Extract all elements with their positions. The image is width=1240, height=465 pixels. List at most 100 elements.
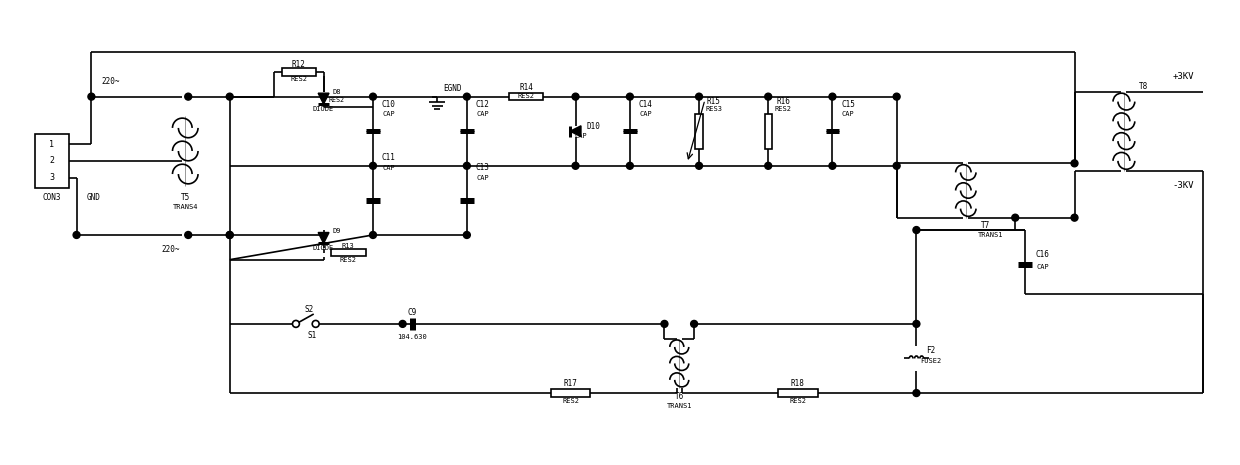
Text: F2: F2 — [926, 346, 936, 355]
Text: RES2: RES2 — [790, 398, 806, 404]
Text: CAP: CAP — [476, 175, 489, 181]
Text: C13: C13 — [476, 163, 490, 173]
Bar — [331, 249, 366, 257]
Text: TRANS1: TRANS1 — [978, 232, 1003, 239]
Text: S2: S2 — [304, 305, 314, 313]
Circle shape — [464, 93, 470, 100]
Text: TRANS1: TRANS1 — [667, 403, 692, 409]
Circle shape — [370, 93, 377, 100]
Text: RES2: RES2 — [290, 76, 308, 82]
Circle shape — [765, 162, 771, 169]
Circle shape — [572, 162, 579, 169]
Text: 220~: 220~ — [161, 246, 180, 254]
Text: 3: 3 — [50, 173, 55, 182]
Circle shape — [830, 93, 836, 100]
Text: CAP: CAP — [842, 112, 854, 118]
Text: R13: R13 — [342, 243, 355, 249]
Text: RES2: RES2 — [329, 97, 345, 103]
Circle shape — [1071, 214, 1078, 221]
Text: TRANS4: TRANS4 — [172, 204, 198, 210]
Text: C9: C9 — [408, 307, 417, 317]
Text: T5: T5 — [181, 193, 190, 202]
Circle shape — [765, 93, 771, 100]
Text: C14: C14 — [639, 100, 652, 109]
Text: -3KV: -3KV — [1173, 181, 1194, 190]
Text: R14: R14 — [520, 83, 533, 92]
Text: CAP: CAP — [640, 112, 652, 118]
Bar — [777, 389, 817, 397]
Bar — [508, 93, 543, 100]
Text: EGND: EGND — [443, 84, 461, 93]
Circle shape — [464, 232, 470, 239]
Text: CAP: CAP — [382, 112, 396, 118]
Circle shape — [1012, 214, 1019, 221]
Circle shape — [226, 232, 233, 239]
Text: C10: C10 — [382, 100, 396, 109]
Circle shape — [913, 226, 920, 233]
Circle shape — [226, 232, 233, 239]
Circle shape — [185, 232, 192, 239]
Text: RES2: RES2 — [517, 93, 534, 99]
Circle shape — [893, 162, 900, 169]
Circle shape — [226, 93, 233, 100]
Circle shape — [696, 93, 703, 100]
Circle shape — [913, 320, 920, 327]
Text: T8: T8 — [1140, 82, 1148, 91]
Circle shape — [691, 320, 698, 327]
Circle shape — [696, 162, 703, 169]
Polygon shape — [570, 126, 582, 137]
Text: CAP: CAP — [476, 112, 489, 118]
Circle shape — [913, 390, 920, 397]
Text: S1: S1 — [308, 331, 316, 340]
Text: D9: D9 — [332, 228, 341, 234]
Text: T6: T6 — [675, 392, 684, 400]
Circle shape — [370, 162, 377, 169]
Text: R16: R16 — [776, 97, 790, 106]
Text: DIODE: DIODE — [312, 245, 335, 251]
Bar — [765, 114, 773, 148]
Text: RES2: RES2 — [775, 106, 791, 113]
Text: R17: R17 — [564, 379, 578, 388]
Text: C16: C16 — [1035, 250, 1050, 259]
Text: 220~: 220~ — [102, 77, 120, 86]
Circle shape — [626, 93, 634, 100]
Text: R18: R18 — [791, 379, 805, 388]
Text: RES2: RES2 — [562, 398, 579, 404]
Circle shape — [464, 162, 470, 169]
Text: T7: T7 — [981, 221, 991, 230]
Circle shape — [370, 232, 377, 239]
Text: 2: 2 — [50, 156, 55, 166]
Circle shape — [661, 320, 668, 327]
Text: 1: 1 — [50, 140, 55, 149]
Text: C11: C11 — [382, 153, 396, 162]
Circle shape — [626, 162, 634, 169]
Circle shape — [185, 93, 192, 100]
Circle shape — [893, 93, 900, 100]
Text: 104.630: 104.630 — [398, 334, 428, 340]
Text: FUSE2: FUSE2 — [920, 359, 942, 365]
Text: D8: D8 — [332, 89, 341, 95]
Text: DIODE: DIODE — [312, 106, 335, 113]
Text: CAP: CAP — [382, 165, 396, 171]
Bar — [696, 114, 703, 148]
Bar — [551, 389, 590, 397]
Text: CAP: CAP — [1037, 264, 1049, 270]
Polygon shape — [319, 232, 329, 243]
Circle shape — [88, 93, 94, 100]
Text: GND: GND — [87, 193, 100, 202]
Text: C12: C12 — [476, 100, 490, 109]
Circle shape — [830, 162, 836, 169]
Text: RES2: RES2 — [340, 257, 357, 263]
Circle shape — [312, 320, 319, 327]
Text: CON3: CON3 — [42, 193, 61, 202]
Circle shape — [293, 320, 299, 327]
Text: R15: R15 — [707, 97, 720, 106]
Circle shape — [73, 232, 81, 239]
Text: R12: R12 — [291, 60, 306, 68]
Text: C15: C15 — [841, 100, 856, 109]
Bar — [35, 134, 69, 188]
Circle shape — [1071, 160, 1078, 167]
Text: D10: D10 — [587, 122, 600, 131]
Text: +3KV: +3KV — [1173, 73, 1194, 81]
Circle shape — [572, 93, 579, 100]
